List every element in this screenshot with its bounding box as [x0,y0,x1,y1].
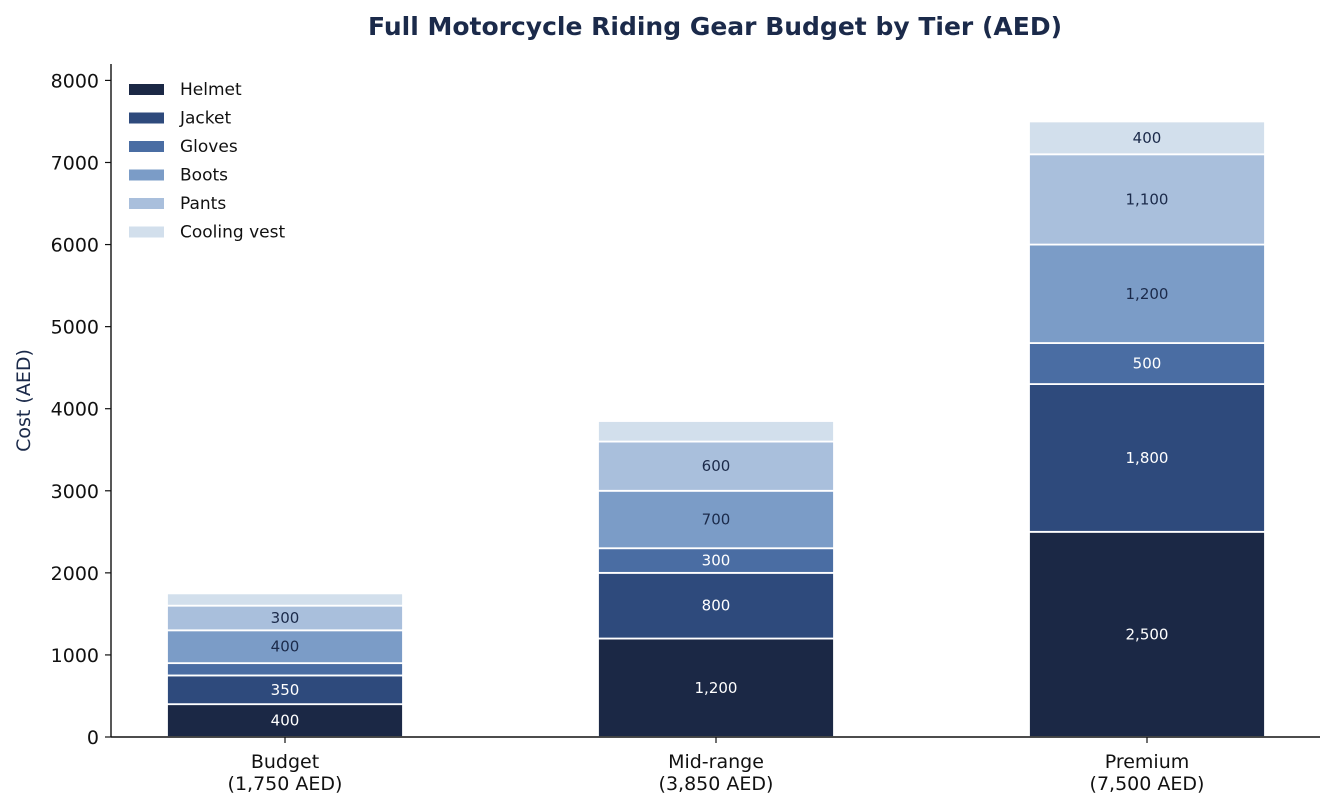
bars-layer: 400 350 400 300 1,200 800 300 700 600 2,500 1,800 5… [166,120,1266,738]
bar-segment-budget-gloves [166,662,404,677]
bar-segment-premium-gloves [1028,342,1266,385]
x-tick-label: (3,850 AED) [659,773,774,795]
bar-segment-premium-jacket [1028,383,1266,533]
bar-segment-premium-cooling-vest [1028,120,1266,156]
y-tick-label: 2000 [51,563,99,585]
y-axis-label: Cost (AED) [13,349,35,452]
legend-label: Helmet [180,80,242,100]
legend-label: Jacket [179,109,231,129]
y-tick-label: 5000 [51,317,99,339]
legend-swatch [129,141,164,152]
data-label: 2,500 [1126,625,1169,643]
data-label: 600 [702,457,731,475]
axes-layer: Budget(1,750 AED) Mid-range(3,850 AED) Pre… [51,64,1320,795]
data-label: 1,200 [1126,285,1169,303]
data-label: 500 [1133,355,1162,373]
bar-segment-mid-range-gloves [597,547,835,574]
data-label: 300 [702,552,731,570]
data-label: 800 [702,597,731,615]
bar-segment-budget-jacket [166,674,404,706]
data-label: 400 [271,638,300,656]
legend: Helmet Jacket Gloves Boots Pants Cooling vest [129,80,285,243]
legend-swatch [129,198,164,209]
bar-segment-mid-range-helmet [597,637,835,738]
data-label: 1,200 [695,679,738,697]
bar-segment-mid-range-pants [597,440,835,492]
legend-swatch [129,169,164,181]
data-label: 1,800 [1126,449,1169,467]
legend-swatch [129,112,164,124]
data-label: 300 [271,609,300,627]
data-label: 400 [1133,129,1162,147]
x-tick-label: Premium [1105,751,1190,773]
bar-segment-mid-range-cooling-vest [597,420,835,443]
x-tick-label: Mid-range [668,751,764,773]
bar-segment-budget-pants [166,604,404,632]
y-tick-label: 0 [87,727,99,749]
y-tick-label: 7000 [51,152,99,174]
data-label: 700 [702,511,731,529]
y-tick-label: 1000 [51,645,99,667]
x-tick-label: (1,750 AED) [228,773,343,795]
bar-segment-mid-range-boots [597,489,835,550]
bar-segment-budget-helmet [166,703,404,738]
legend-label: Gloves [180,137,238,157]
x-tick-label: Budget [251,751,319,773]
data-label: 400 [271,712,300,730]
legend-label: Cooling vest [180,223,285,243]
legend-label: Pants [180,194,226,214]
chart-title: Full Motorcycle Riding Gear Budget by Ti… [368,12,1062,41]
legend-label: Boots [180,166,228,186]
legend-swatch [129,84,164,95]
data-label: 350 [271,681,300,699]
y-tick-label: 3000 [51,481,99,503]
bar-segment-premium-boots [1028,243,1266,344]
x-tick-label: (7,500 AED) [1090,773,1205,795]
bar-segment-mid-range-jacket [597,571,835,640]
bar-segment-premium-helmet [1028,530,1266,738]
y-tick-label: 4000 [51,399,99,421]
legend-swatch [129,226,164,238]
y-tick-label: 8000 [51,70,99,92]
y-tick-label: 6000 [51,235,99,257]
data-label: 1,100 [1126,190,1169,208]
bar-segment-budget-cooling-vest [166,592,404,607]
